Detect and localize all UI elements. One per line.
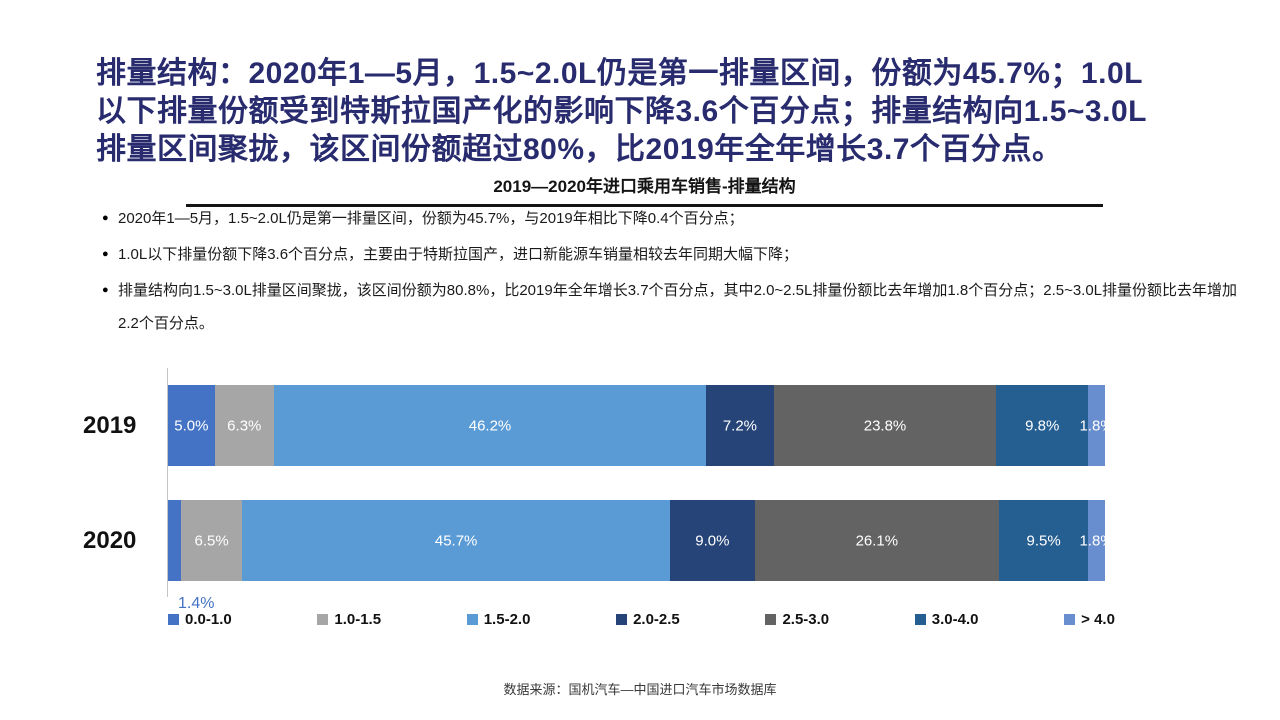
- segment-value-label: 1.8%: [1079, 532, 1114, 549]
- segment-value-label: 6.5%: [194, 532, 229, 549]
- legend-swatch-icon: [765, 614, 777, 625]
- legend-label: 2.0-2.5: [633, 611, 680, 628]
- chart-title: 2019—2020年进口乘用车销售-排量结构: [493, 177, 796, 196]
- legend-swatch-icon: [1064, 614, 1076, 625]
- segment-value-label-below: 1.4%: [178, 595, 215, 612]
- bar-segment: 46.2%: [273, 385, 707, 466]
- segment-value-label: 9.5%: [1026, 532, 1061, 549]
- data-source-note: 数据来源：国机汽车—中国进口汽车市场数据库: [503, 682, 777, 697]
- bar-segment: 26.1%: [754, 500, 1000, 581]
- legend-swatch-icon: [616, 614, 628, 625]
- bar-segment: 23.8%: [773, 385, 997, 466]
- bullet-icon: ●: [102, 248, 109, 260]
- bullet-item: ● 排量结构向1.5~3.0L排量区间聚拢，该区间份额为80.8%，比2019年…: [102, 274, 1257, 340]
- category-label: 2020: [83, 526, 137, 554]
- bar-row-2020: 2020 6.5% 45.7% 9.0% 26.1% 9.5% 1.8%: [83, 500, 1114, 581]
- bar-segment: 45.7%: [242, 500, 671, 581]
- bar-segment: 1.8%: [1079, 500, 1114, 581]
- segment-value-label: 45.7%: [434, 532, 478, 549]
- legend-label: 1.0-1.5: [334, 611, 382, 628]
- bullet-text: 2020年1—5月，1.5~2.0L仍是第一排量区间，份额为45.7%，与201…: [118, 210, 744, 227]
- bar-segment: 6.5%: [181, 500, 243, 581]
- bar-segment: 1.8%: [1079, 385, 1114, 466]
- legend-item: 1.0-1.5: [317, 611, 381, 628]
- chart-axis-line: [167, 368, 168, 597]
- bar-segment: 9.8%: [996, 385, 1089, 466]
- bar-segment: 5.0%: [168, 385, 215, 466]
- bar-segment: 6.3%: [214, 385, 274, 466]
- bar-segment: 9.0%: [670, 500, 755, 581]
- segment-value-label: 9.0%: [695, 532, 730, 549]
- chart-legend: 0.0-1.0 1.0-1.5 1.5-2.0 2.0-2.5 2.5-3.0 3.0-4…: [168, 611, 1115, 628]
- bar-segment: 7.2%: [706, 385, 774, 466]
- legend-label: 1.5-2.0: [483, 611, 531, 628]
- legend-label: 2.5-3.0: [782, 611, 830, 628]
- legend-swatch-icon: [466, 614, 478, 625]
- legend-swatch-icon: [168, 614, 179, 625]
- page-title-line-3: 排量区间聚拢，该区间份额超过80%，比2019年全年增长3.7个百分点。: [96, 133, 1063, 166]
- page-title-line-1: 排量结构：2020年1—5月，1.5~2.0L仍是第一排量区间，份额为45.7%…: [96, 57, 1143, 90]
- legend-swatch-icon: [317, 614, 329, 625]
- legend-item: 1.5-2.0: [466, 611, 531, 628]
- bar-row-2019: 2019 5.0% 6.3% 46.2% 7.2% 23.8% 9.8% 1.8%: [83, 385, 1114, 466]
- legend-item: 0.0-1.0: [168, 611, 232, 628]
- bullet-icon: ●: [102, 284, 109, 296]
- bullet-list: ● 2020年1—5月，1.5~2.0L仍是第一排量区间，份额为45.7%，与2…: [102, 202, 1257, 343]
- bullet-item: ● 2020年1—5月，1.5~2.0L仍是第一排量区间，份额为45.7%，与2…: [102, 202, 1257, 235]
- segment-value-label: 23.8%: [863, 417, 907, 434]
- segment-value-label: 1.8%: [1079, 417, 1114, 434]
- bar-segment: 9.5%: [999, 500, 1089, 581]
- segment-value-label: 9.8%: [1025, 417, 1060, 434]
- segment-value-label: 46.2%: [468, 417, 512, 434]
- legend-label: > 4.0: [1081, 611, 1115, 628]
- page-title-line-2: 以下排量份额受到特斯拉国产化的影响下降3.6个百分点；排量结构向1.5~3.0L: [96, 95, 1147, 128]
- bullet-text: 1.0L以下排量份额下降3.6个百分点，主要由于特斯拉国产，进口新能源车销量相较…: [118, 246, 799, 263]
- displacement-stacked-bar-chart: 2019 5.0% 6.3% 46.2% 7.2% 23.8% 9.8% 1.8% 1.4% 20…: [83, 385, 1114, 612]
- legend-item: > 4.0: [1064, 611, 1115, 628]
- legend-item: 2.0-2.5: [616, 611, 680, 628]
- legend-label: 3.0-4.0: [931, 611, 979, 628]
- page-title: 排量结构：2020年1—5月，1.5~2.0L仍是第一排量区间，份额为45.7%…: [96, 55, 1276, 169]
- legend-swatch-icon: [914, 614, 926, 625]
- segment-value-label: 7.2%: [722, 417, 758, 434]
- segment-value-label: 5.0%: [174, 417, 209, 434]
- legend-item: 3.0-4.0: [914, 611, 979, 628]
- legend-label: 0.0-1.0: [185, 611, 232, 628]
- segment-value-label: 26.1%: [855, 532, 899, 549]
- segment-value-label: 6.3%: [227, 417, 262, 434]
- bullet-item: ● 1.0L以下排量份额下降3.6个百分点，主要由于特斯拉国产，进口新能源车销量…: [102, 238, 1257, 271]
- bar-segment: [168, 500, 182, 581]
- legend-item: 2.5-3.0: [765, 611, 829, 628]
- chart-title-block: 2019—2020年进口乘用车销售-排量结构: [186, 172, 1103, 207]
- category-label: 2019: [83, 411, 137, 439]
- bullet-icon: ●: [102, 212, 109, 224]
- bullet-text: 排量结构向1.5~3.0L排量区间聚拢，该区间份额为80.8%，比2019年全年…: [118, 282, 1238, 332]
